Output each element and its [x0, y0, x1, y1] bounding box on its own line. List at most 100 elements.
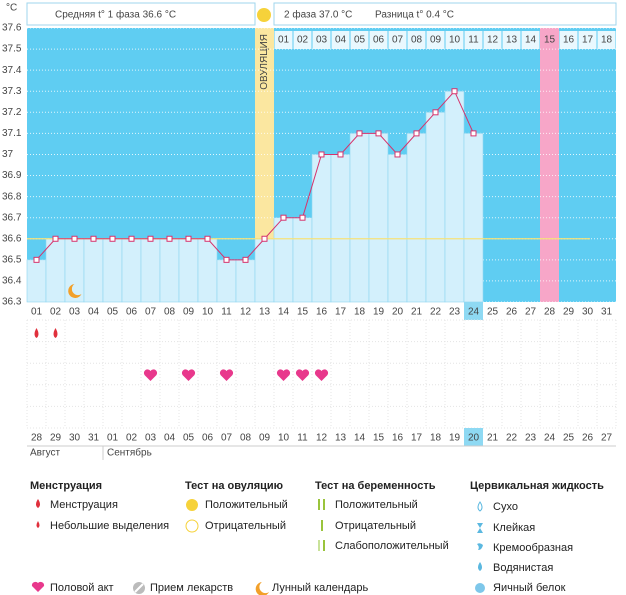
phase2-day: 04 — [335, 35, 347, 46]
date-label: 27 — [601, 433, 613, 444]
heart-icon — [181, 369, 196, 381]
temperature-bar — [235, 259, 256, 303]
phase2-day: 11 — [468, 35, 479, 46]
temperature-bar — [26, 259, 47, 303]
phase2-text: 2 фаза 37.0 °C — [284, 9, 352, 21]
x-tick-label: 10 — [202, 307, 214, 318]
date-label: 04 — [164, 433, 176, 444]
date-label: 20 — [468, 433, 480, 444]
today-cell — [464, 302, 483, 320]
legend-item: Яичный белок — [493, 582, 566, 594]
legend-item: Менструация — [50, 499, 118, 511]
icon — [36, 499, 40, 508]
icon — [134, 583, 144, 593]
icon — [323, 499, 325, 510]
x-tick-label: 31 — [601, 307, 613, 318]
date-label: 25 — [563, 433, 575, 444]
temperature-bar — [102, 238, 123, 303]
date-label: 18 — [430, 433, 442, 444]
temperature-bar — [121, 238, 142, 303]
temperature-marker — [242, 256, 249, 263]
x-tick-label: 29 — [563, 307, 575, 318]
phase2-day: 14 — [525, 35, 537, 46]
x-tick-label: 13 — [259, 307, 271, 318]
y-axis-label: °C — [6, 3, 17, 14]
date-label: 02 — [126, 433, 138, 444]
moon-icon — [68, 284, 82, 298]
icon — [323, 540, 325, 551]
x-tick-label: 28 — [544, 307, 556, 318]
legend-title: Менструация — [30, 480, 102, 492]
phase1-text: Средняя t° 1 фаза 36.6 °C — [55, 9, 176, 21]
x-tick-label: 14 — [278, 307, 290, 318]
x-tick-label: 22 — [430, 307, 442, 318]
phase2-cell — [483, 31, 502, 49]
phase2-cell — [274, 31, 293, 49]
temperature-bar — [444, 90, 465, 303]
heart-icon — [314, 369, 329, 381]
temperature-marker — [356, 130, 363, 137]
temperature-bar — [83, 238, 104, 303]
temperature-marker — [432, 109, 439, 116]
month-label: Сентябрь — [107, 447, 152, 459]
today-cell — [464, 428, 483, 446]
icon — [477, 523, 483, 533]
y-tick-label: 36.7 — [2, 212, 22, 223]
phase2-cell — [445, 31, 464, 49]
x-tick-label: 08 — [164, 307, 176, 318]
phase2-day: 02 — [297, 35, 309, 46]
date-label: 08 — [240, 433, 252, 444]
temperature-marker — [90, 235, 97, 242]
temperature-marker — [280, 214, 287, 221]
legend-item: Лунный календарь — [272, 582, 369, 594]
x-tick-label: 23 — [449, 307, 461, 318]
icon — [186, 499, 198, 511]
y-tick-label: 37.6 — [2, 23, 22, 34]
temperature-bar — [178, 238, 199, 303]
date-label: 24 — [544, 433, 556, 444]
legend-item: Отрицательный — [335, 520, 416, 532]
icon — [318, 499, 320, 510]
menstruation-icon — [53, 328, 58, 338]
x-tick-label: 19 — [373, 307, 385, 318]
y-tick-label: 36.9 — [2, 170, 22, 181]
temperature-marker — [318, 151, 325, 158]
temperature-bar — [273, 217, 294, 303]
y-tick-label: 37.5 — [2, 44, 22, 55]
header-box — [26, 2, 256, 26]
x-tick-label: 27 — [525, 307, 537, 318]
x-tick-label: 16 — [316, 307, 328, 318]
phase2-cell — [426, 31, 445, 49]
legend-title: Тест на овуляцию — [185, 480, 283, 492]
x-tick-label: 06 — [126, 307, 138, 318]
temperature-bar — [387, 154, 408, 303]
x-tick-label: 05 — [107, 307, 119, 318]
header-box — [273, 2, 617, 26]
legend-title: Цервикальная жидкость — [470, 480, 604, 492]
month-label: Август — [30, 448, 61, 459]
phase2-day: 06 — [373, 35, 385, 46]
date-label: 10 — [278, 433, 290, 444]
y-tick-label: 37.1 — [2, 128, 22, 139]
y-tick-label: 37.3 — [2, 86, 22, 97]
y-tick-label: 37 — [2, 149, 14, 160]
date-label: 03 — [145, 433, 157, 444]
date-label: 11 — [297, 433, 308, 444]
legend-item: Сухо — [493, 501, 518, 513]
temperature-marker — [299, 214, 306, 221]
phase2-day: 01 — [278, 35, 290, 46]
temperature-marker — [109, 235, 116, 242]
temperature-bar — [64, 238, 85, 303]
x-tick-label: 24 — [468, 307, 480, 318]
temperature-marker — [337, 151, 344, 158]
heart-icon — [143, 369, 158, 381]
y-tick-label: 36.4 — [2, 276, 22, 287]
date-label: 23 — [525, 433, 537, 444]
x-tick-label: 17 — [335, 307, 347, 318]
icon — [475, 583, 485, 593]
temperature-line — [36, 90, 474, 261]
date-label: 26 — [582, 433, 594, 444]
date-label: 30 — [69, 433, 81, 444]
temperature-marker — [52, 235, 59, 242]
phase2-day: 15 — [544, 35, 556, 46]
